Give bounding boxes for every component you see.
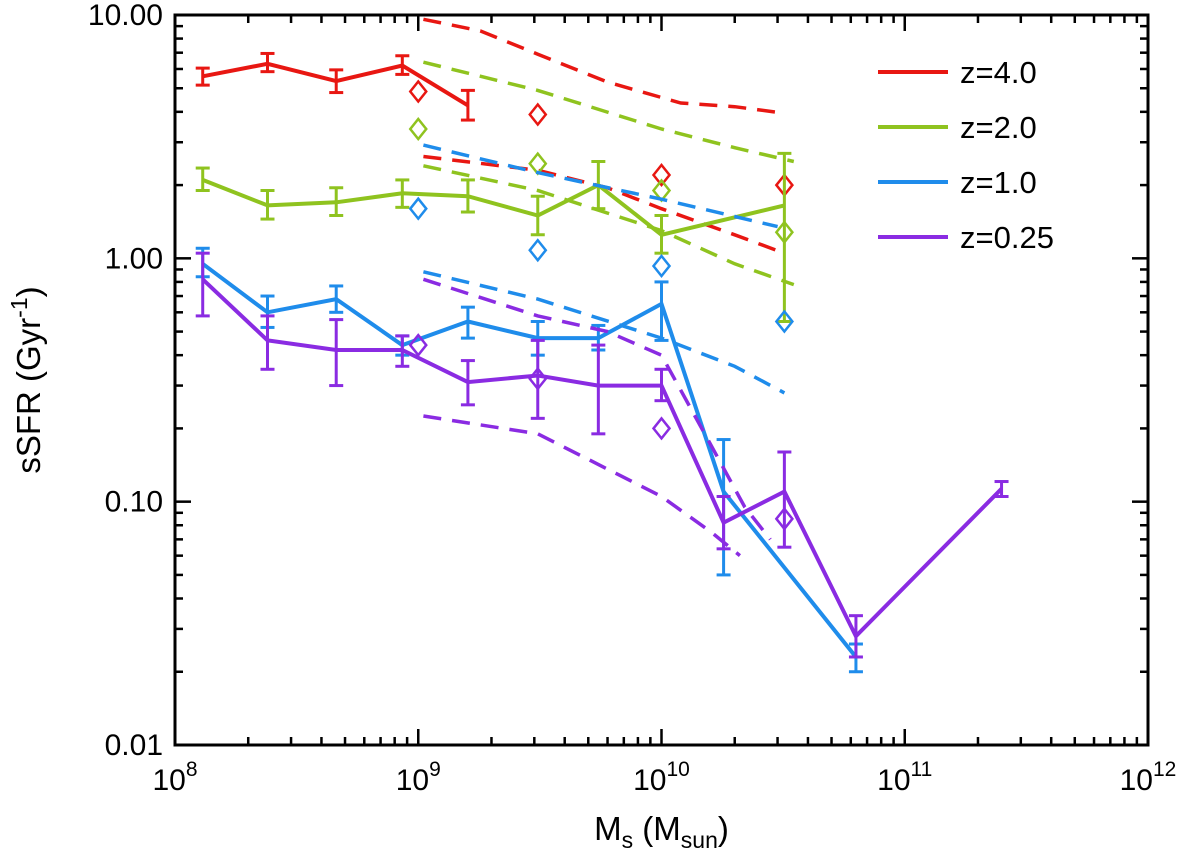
diamond-marker	[408, 79, 428, 104]
diamond-marker	[528, 366, 548, 391]
diamond-marker	[528, 151, 548, 176]
median-line	[201, 277, 1003, 640]
diamond-marker	[528, 238, 548, 263]
diamond-marker	[408, 196, 428, 221]
x-tick-label: 1012	[1120, 758, 1177, 797]
legend-label: z=2.0	[960, 110, 1037, 145]
diamond-marker	[408, 333, 428, 358]
dashed-upper-line	[422, 60, 795, 164]
diamond-marker	[528, 102, 548, 127]
diamond-marker	[651, 416, 672, 441]
error-bars	[195, 51, 475, 122]
diamond-marker	[408, 117, 428, 142]
series-z=2.0	[195, 60, 795, 324]
x-axis-title: Ms (Msun)	[594, 810, 729, 853]
y-tick-label: 0.01	[105, 729, 163, 762]
legend-entry-z=4.0: z=4.0	[878, 55, 1037, 90]
diamond-marker	[774, 309, 794, 334]
dashed-upper-line	[423, 17, 785, 115]
error-bars	[195, 251, 1009, 659]
dashed-lower-line	[423, 414, 742, 557]
diamond-marker	[774, 173, 794, 198]
series-z=0.25	[195, 251, 1009, 659]
series-z=4.0	[195, 17, 794, 255]
y-axis-title: sSFR (Gyr-1)	[6, 286, 47, 473]
x-tick-label: 1010	[633, 758, 690, 797]
x-tick-label: 1011	[877, 758, 932, 797]
y-tick-label: 1.00	[105, 242, 163, 275]
diamond-marker	[774, 220, 794, 245]
legend-label: z=4.0	[960, 55, 1037, 90]
y-tick-label: 0.10	[105, 486, 163, 519]
legend-label: z=1.0	[960, 165, 1037, 200]
median-line	[201, 262, 858, 659]
legend-entry-z=0.25: z=0.25	[878, 220, 1054, 255]
diamond-marker	[651, 254, 672, 279]
error-bars	[195, 151, 792, 324]
legend: z=4.0 z=2.0 z=1.0 z=0.25	[878, 55, 1054, 255]
diamond-marker	[774, 506, 794, 531]
dashed-upper-line	[422, 143, 779, 229]
x-tick-label: 108	[152, 758, 197, 797]
legend-entry-z=2.0: z=2.0	[878, 110, 1037, 145]
legend-entry-z=1.0: z=1.0	[878, 165, 1037, 200]
dashed-upper-line	[422, 277, 772, 541]
diamond-marker	[651, 163, 672, 188]
legend-label: z=0.25	[960, 220, 1054, 255]
y-tick-label: 10.00	[88, 0, 163, 32]
x-tick-label: 109	[396, 758, 441, 797]
axis-ticks	[173, 13, 1150, 747]
